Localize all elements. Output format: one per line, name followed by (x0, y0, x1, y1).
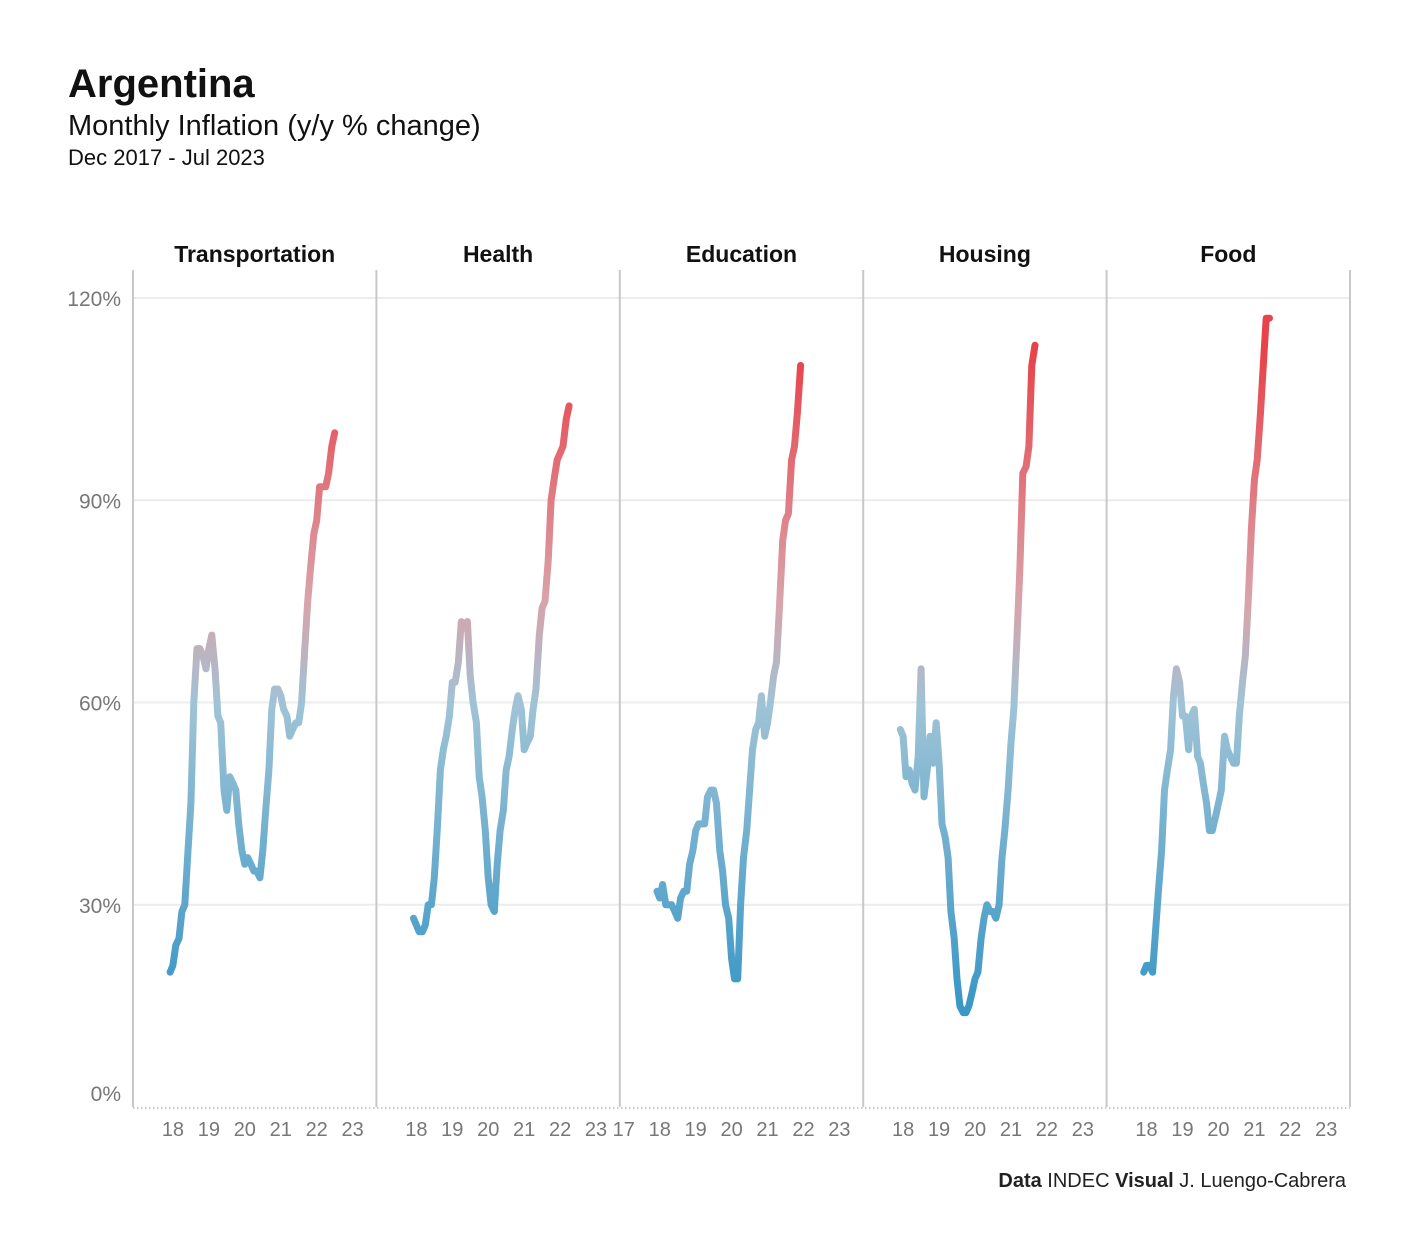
x-tick-label: 19 (198, 1119, 220, 1141)
x-tick-label: 23 (342, 1119, 364, 1141)
x-tick-label: 19 (441, 1119, 463, 1141)
x-tick-label: 21 (1243, 1119, 1265, 1141)
x-tick-label: 18 (1135, 1119, 1157, 1141)
series-line-transportation (166, 429, 339, 976)
x-tick-label: 22 (1036, 1119, 1058, 1141)
y-tick-label: 90% (79, 490, 121, 513)
x-tick-label: 19 (1171, 1119, 1193, 1141)
x-tick-label: 23 (1072, 1119, 1094, 1141)
caption-visual-author: J. Luengo-Cabrera (1179, 1170, 1346, 1192)
x-tick-label: 22 (306, 1119, 328, 1141)
x-tick-label: 19 (685, 1119, 707, 1141)
x-tick-label: 20 (964, 1119, 986, 1141)
x-tick-label: 20 (477, 1119, 499, 1141)
source-caption: Data INDEC Visual J. Luengo-Cabrera (998, 1170, 1346, 1193)
date-range: Dec 2017 - Jul 2023 (68, 145, 265, 170)
y-tick-label: 30% (79, 895, 121, 918)
caption-data-label: Data (998, 1170, 1042, 1192)
x-tick-label: 20 (720, 1119, 742, 1141)
series-line-food (1140, 314, 1273, 976)
series-line-housing (896, 341, 1039, 1017)
x-tick-label: 22 (549, 1119, 571, 1141)
small-multiples-chart: 0% 30% 60% 90% 120% Transportation 18 19 20 21 22 2… (67, 241, 1351, 1141)
x-tick-label: 18 (162, 1119, 184, 1141)
x-tick-label: 17 (613, 1119, 635, 1141)
chart-title: Argentina (68, 62, 255, 106)
x-tick-label: 21 (513, 1119, 535, 1141)
x-tick-label: 19 (928, 1119, 950, 1141)
x-tick-label: 21 (1000, 1119, 1022, 1141)
x-tick-label: 22 (1279, 1119, 1301, 1141)
series-line-health (410, 402, 573, 936)
y-tick-label: 0% (91, 1083, 121, 1106)
x-tick-label: 23 (585, 1119, 607, 1141)
caption-visual-label: Visual (1115, 1170, 1174, 1192)
panel-title: Housing (939, 241, 1031, 267)
x-tick-label: 18 (892, 1119, 914, 1141)
caption-data-source: INDEC (1047, 1170, 1110, 1192)
panel-title: Education (686, 241, 797, 267)
x-tick-label: 23 (1315, 1119, 1337, 1141)
chart-subtitle: Monthly Inflation (y/y % change) (68, 110, 481, 142)
x-tick-label: 18 (405, 1119, 427, 1141)
x-tick-label: 20 (234, 1119, 256, 1141)
x-tick-label: 21 (270, 1119, 292, 1141)
x-tick-label: 22 (792, 1119, 814, 1141)
x-tick-label: 23 (828, 1119, 850, 1141)
series-line-education (653, 361, 805, 983)
panel-title: Transportation (174, 241, 335, 267)
x-tick-label: 21 (756, 1119, 778, 1141)
x-tick-label: 18 (649, 1119, 671, 1141)
y-tick-label: 60% (79, 693, 121, 716)
panel-title: Health (463, 241, 533, 267)
panel-title: Food (1200, 241, 1256, 267)
y-tick-label: 120% (67, 288, 121, 311)
x-tick-label: 20 (1207, 1119, 1229, 1141)
